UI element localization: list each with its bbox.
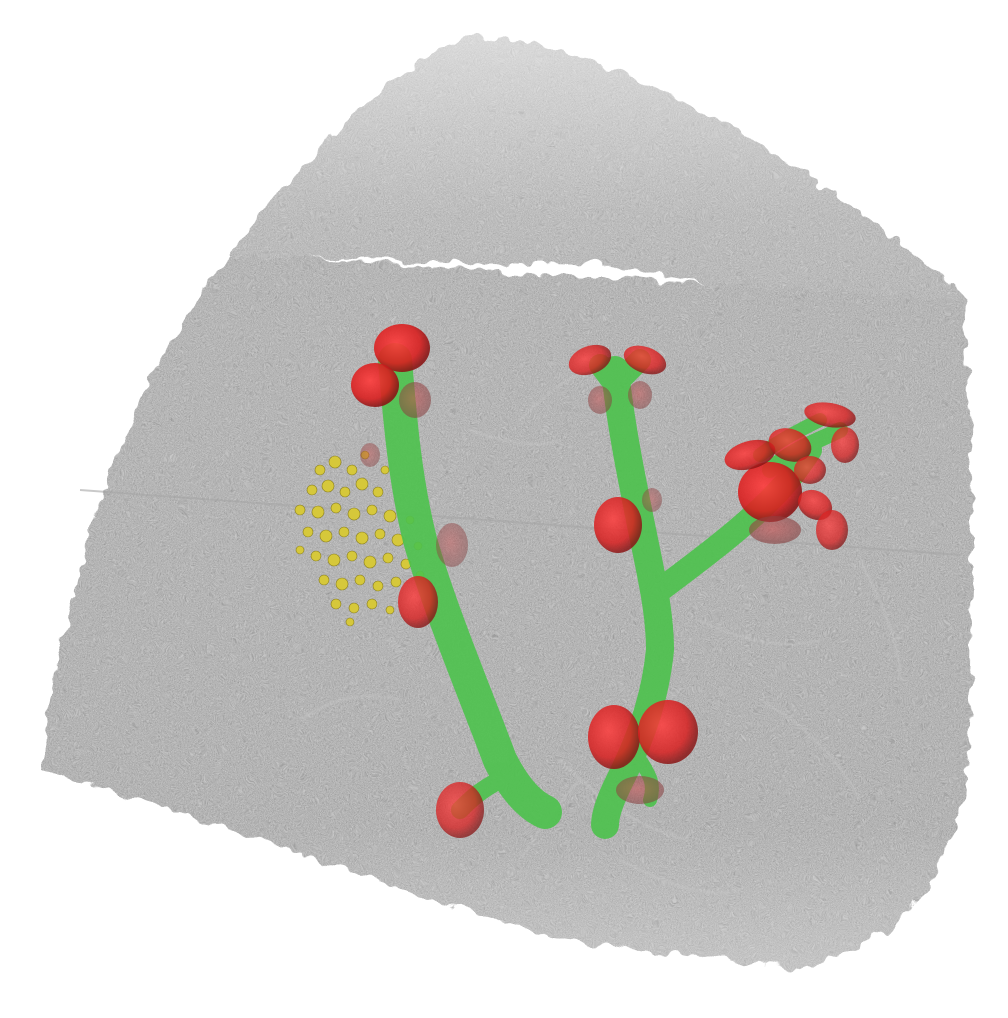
- marker: [436, 782, 484, 838]
- marker: [738, 462, 802, 522]
- marker: [816, 510, 848, 550]
- marker: [638, 700, 698, 764]
- tissue-top-face: [232, 36, 968, 330]
- marker: [588, 386, 612, 414]
- marker: [436, 523, 468, 567]
- marker: [768, 428, 812, 462]
- marker: [351, 363, 399, 407]
- marker: [797, 489, 833, 521]
- tissue-front-face: [40, 255, 972, 970]
- marker: [804, 402, 856, 428]
- right-vessel: [591, 356, 674, 839]
- tissue-volume: [40, 36, 972, 970]
- marker: [642, 488, 662, 512]
- marker: [568, 344, 612, 376]
- marker: [399, 382, 431, 418]
- marker: [749, 516, 801, 544]
- marker: [628, 381, 652, 409]
- marker: [594, 497, 642, 553]
- marker: [374, 324, 430, 372]
- volume-seam-line: [79, 489, 961, 556]
- marker: [724, 439, 776, 471]
- left-vessel: [378, 343, 562, 829]
- marker: [794, 456, 826, 484]
- red-markers: [351, 324, 859, 838]
- capillary-network: [299, 369, 901, 894]
- marker: [616, 776, 664, 804]
- marker: [831, 427, 859, 463]
- marker: [623, 345, 667, 375]
- marker: [360, 443, 380, 467]
- marker: [398, 576, 438, 628]
- marker: [588, 705, 640, 769]
